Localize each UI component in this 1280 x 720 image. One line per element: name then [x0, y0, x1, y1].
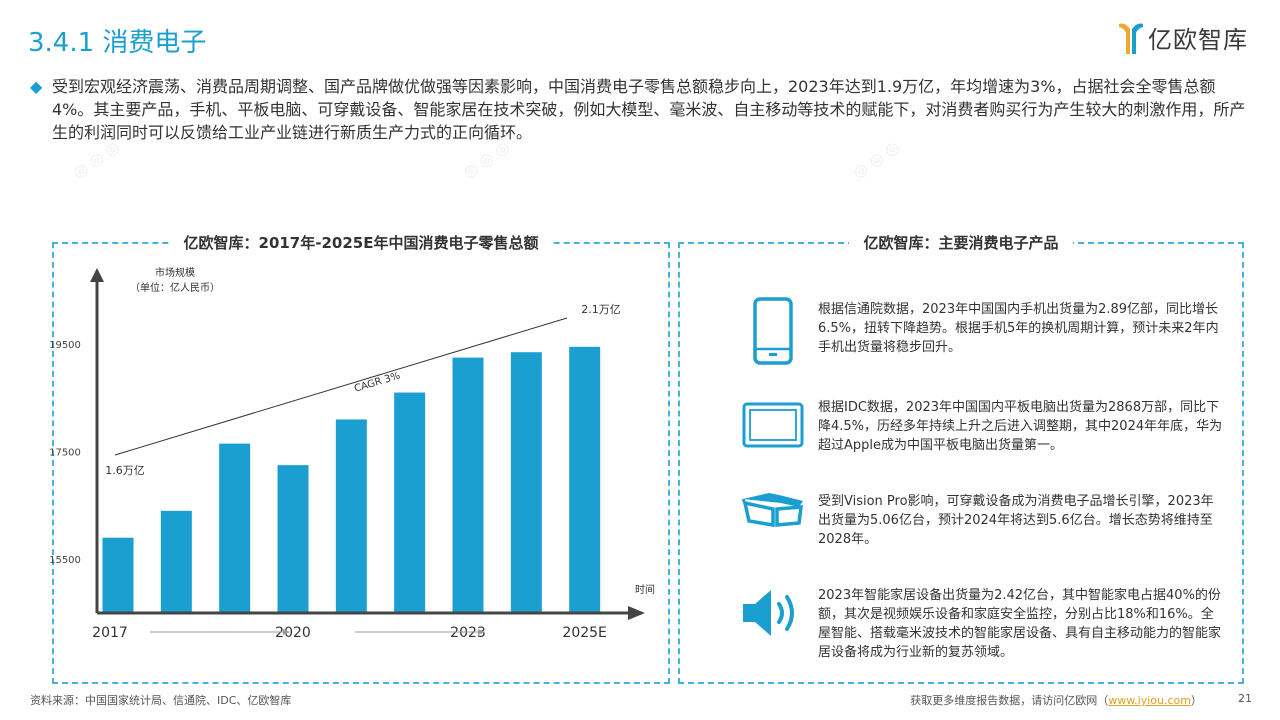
x-tick-label: 2020 [275, 625, 311, 641]
chart-bar [335, 419, 367, 613]
y-tick-label: 15500 [49, 555, 81, 566]
y-axis-unit-label: （单位：亿人民币） [130, 281, 220, 294]
x-tick-label: 2025E [562, 625, 606, 641]
product-item-tablet: 根据IDC数据，2023年中国国内平板电脑出货量为2868万部，同比下降4.5%… [738, 390, 1222, 460]
chart-bar [569, 346, 601, 613]
x-axis-label: 时间 [635, 583, 655, 596]
chart-bar [160, 510, 192, 613]
product-item-wearable: 受到Vision Pro影响，可穿戴设备成为消费电子品增长引擎，2023年出货量… [738, 476, 1214, 547]
y-tick-label: 17500 [49, 448, 81, 459]
logo-text: 亿欧智库 [1148, 26, 1248, 54]
footer-cta-suffix: ） [1191, 694, 1202, 707]
chart-panel: 亿欧智库：2017年-2025E年中国消费电子零售总额 [52, 234, 670, 684]
website-link[interactable]: www.iyiou.com [1108, 694, 1191, 707]
footer-cta-prefix: 获取更多维度报告数据，请访问亿欧网（ [910, 694, 1109, 707]
chart-bar [394, 392, 426, 613]
y-axis-label: 市场规模 [155, 266, 195, 279]
page-title: 3.4.1 消费电子 [28, 28, 207, 58]
diamond-bullet-icon: ◆ [30, 77, 43, 96]
chart-bar [102, 537, 134, 613]
summary-text: 受到宏观经济震荡、消费品周期调整、国产品牌做优做强等因素影响，中国消费电子零售总… [52, 77, 1246, 142]
x-axis-arrow-icon [628, 606, 645, 620]
logo-icon [1119, 23, 1143, 54]
source-note: 资料来源：中国国家统计局、信通院、IDC、亿欧智库 [30, 694, 292, 707]
chart-title: 亿欧智库：2017年-2025E年中国消费电子零售总额 [169, 234, 553, 252]
product-text-wearable: 受到Vision Pro影响，可穿戴设备成为消费电子品增长引擎，2023年出货量… [818, 494, 1214, 547]
page-number: 21 [1238, 692, 1252, 705]
y-axis-arrow-icon [90, 268, 104, 282]
cagr-label: CAGR 3% [353, 370, 402, 394]
cagr-trend-line [114, 317, 568, 456]
product-item-smart-home: 2023年智能家居设备出货量为2.42亿台，其中智能家电占据40%的份额，其次是… [738, 578, 1221, 660]
summary-paragraph: ◆ 受到宏观经济震荡、消费品周期调整、国产品牌做优做强等因素影响，中国消费电子零… [30, 75, 1255, 144]
y-tick-label: 19500 [49, 340, 81, 351]
product-item-smartphone: 根据信通院数据，2023年中国国内手机出货量为2.89亿部，同比增长6.5%，扭… [738, 296, 1219, 366]
footer-cta: 获取更多维度报告数据，请访问亿欧网（www.iyiou.com） [910, 692, 1202, 708]
timeline-arrow-icon [283, 629, 290, 635]
chart-bar [510, 352, 542, 613]
vr-glasses-icon [738, 476, 808, 546]
x-tick-label: 2017 [92, 625, 128, 641]
speaker-icon [738, 578, 808, 648]
start-value-label: 1.6万亿 [105, 464, 145, 477]
product-text-smart-home: 2023年智能家居设备出货量为2.42亿台，其中智能家电占据40%的份额，其次是… [818, 588, 1222, 660]
brand-logo: 亿欧智库 [1118, 20, 1248, 55]
tablet-icon [738, 390, 808, 460]
end-value-label: 2.1万亿 [581, 303, 621, 316]
product-text-smartphone: 根据信通院数据，2023年中国国内手机出货量为2.89亿部，同比增长6.5%，扭… [818, 302, 1219, 355]
timeline-arrow-icon [478, 629, 485, 635]
products-panel: 亿欧智库：主要消费电子产品 [678, 234, 1244, 684]
x-tick-label: 2023 [450, 625, 486, 641]
product-text-tablet: 根据IDC数据，2023年中国国内平板电脑出货量为2868万部，同比下降4.5%… [818, 400, 1223, 453]
chart-bar [277, 465, 309, 613]
products-title: 亿欧智库：主要消费电子产品 [849, 234, 1073, 252]
chart-bar [219, 443, 251, 613]
smartphone-icon [738, 296, 808, 366]
chart-bar [452, 357, 484, 613]
